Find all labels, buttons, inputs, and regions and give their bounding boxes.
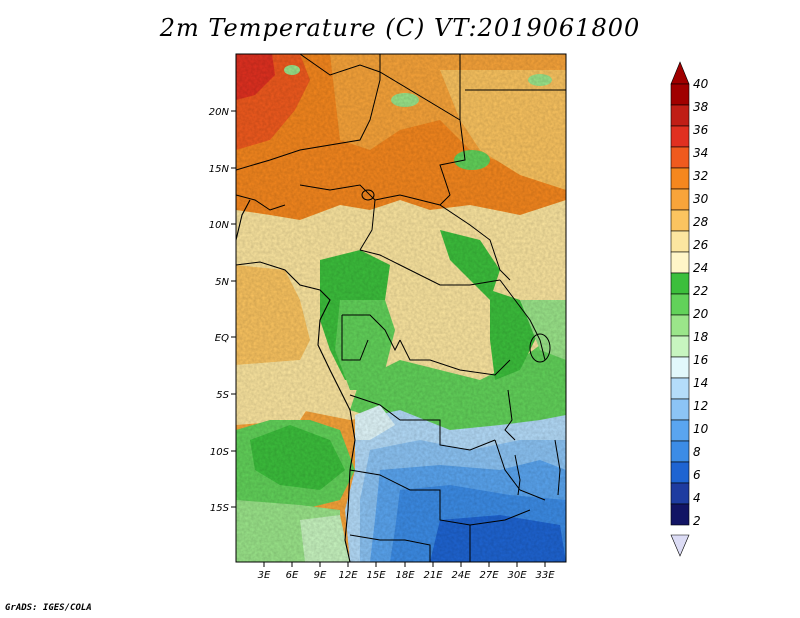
lat-label: 15S	[210, 503, 230, 514]
colorbar-label: 6	[693, 468, 701, 482]
latitude-labels: 20N 15N 10N 5N EQ 5S 10S 15S	[209, 107, 230, 514]
colorbar-segment	[670, 398, 690, 421]
colorbar-label: 36	[693, 123, 709, 137]
colorbar-segment	[670, 209, 690, 232]
colorbar-segment	[670, 440, 690, 463]
colorbar-segment	[670, 83, 690, 106]
colorbar-label: 16	[693, 353, 709, 367]
lon-label: 3E	[258, 570, 271, 581]
colorbar-segment	[670, 230, 690, 253]
colorbar-segment	[670, 503, 690, 526]
colorbar-over-arrow	[670, 61, 690, 85]
colorbar-label: 26	[693, 238, 709, 252]
colorbar-label: 30	[693, 192, 709, 206]
colorbar-label: 22	[693, 284, 708, 298]
lat-label: EQ	[215, 333, 229, 344]
lat-label: 15N	[209, 164, 230, 175]
colorbar-segment	[670, 461, 690, 484]
map-frame	[235, 53, 567, 563]
lon-label: 15E	[366, 570, 386, 581]
colorbar-segment	[670, 104, 690, 127]
colorbar-segment	[670, 188, 690, 211]
colorbar-segment	[670, 146, 690, 169]
colorbar-label: 28	[693, 215, 709, 229]
colorbar-segment	[670, 314, 690, 337]
lon-label: 18E	[395, 570, 415, 581]
colorbar-segment	[670, 335, 690, 358]
lon-label: 30E	[507, 570, 527, 581]
lon-label: 24E	[451, 570, 471, 581]
colorbar-segment	[670, 251, 690, 274]
lat-label: 5N	[215, 277, 229, 288]
colorbar-label: 10	[693, 422, 709, 436]
longitude-labels: 3E 6E 9E 12E 15E 18E 21E 24E 27E 30E 33E	[258, 570, 556, 581]
temperature-field	[236, 54, 566, 562]
colorbar-label: 8	[693, 445, 701, 459]
colorbar-segment	[670, 125, 690, 148]
lon-label: 33E	[535, 570, 555, 581]
longitude-ticks	[263, 562, 546, 567]
colorbar-segment	[670, 356, 690, 379]
lon-label: 12E	[338, 570, 358, 581]
colorbar-label: 40	[693, 77, 709, 91]
lon-label: 27E	[479, 570, 499, 581]
colorbar-label: 38	[693, 100, 709, 114]
colorbar-segment	[670, 377, 690, 400]
colorbar-segment	[670, 272, 690, 295]
lon-label: 9E	[314, 570, 327, 581]
colorbar-label: 2	[693, 514, 701, 528]
colorbar-segment	[670, 167, 690, 190]
colorbar-label: 24	[693, 261, 708, 275]
colorbar-label: 18	[693, 330, 709, 344]
colorbar-segment	[670, 293, 690, 316]
colorbar-label: 20	[693, 307, 709, 321]
political-borders	[236, 54, 566, 562]
colorbar-label: 4	[693, 491, 701, 505]
colorbar-label: 34	[693, 146, 708, 160]
colorbar-segment	[670, 419, 690, 442]
lon-label: 6E	[286, 570, 299, 581]
colorbar-labels: 40 38 36 34 32 30 28 26 24 22 20 18 16 1…	[693, 77, 709, 528]
map-title: 2m Temperature (C) VT:2019061800	[159, 14, 641, 42]
colorbar-under-arrow	[670, 534, 690, 557]
coastline	[236, 199, 356, 562]
lat-label: 5S	[216, 390, 229, 401]
lakes	[361, 189, 561, 496]
colorbar-label: 32	[693, 169, 708, 183]
latitude-ticks	[231, 110, 236, 508]
lat-label: 10N	[209, 220, 230, 231]
lat-label: 10S	[210, 447, 230, 458]
lon-label: 21E	[423, 570, 443, 581]
colorbar	[670, 61, 690, 557]
grads-credit: GrADS: IGES/COLA	[5, 603, 92, 613]
lat-label: 20N	[209, 107, 230, 118]
colorbar-label: 12	[693, 399, 708, 413]
colorbar-label: 14	[693, 376, 708, 390]
colorbar-segment	[670, 482, 690, 505]
